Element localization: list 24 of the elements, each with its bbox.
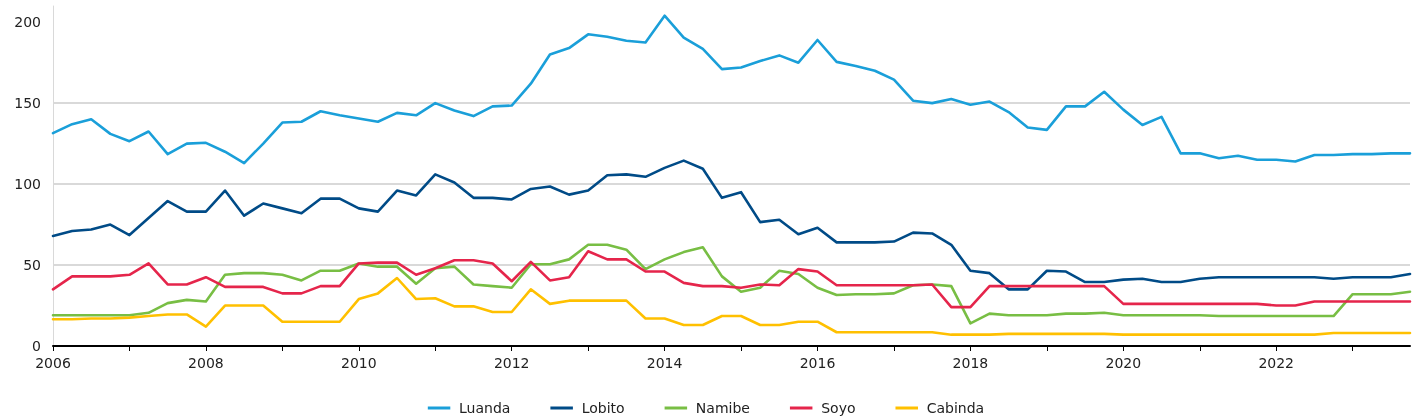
y-tick-label: 200 [14,14,41,31]
x-tick-label: 2010 [340,355,377,371]
line-series [51,243,1412,325]
legend-label: Lobito [581,400,625,416]
legend-label: Cabinda [926,400,985,416]
x-tick-label: 2018 [952,355,989,371]
legend-label: Soyo [821,400,856,416]
x-tick-label: 2012 [493,355,530,371]
x-tick-label: 2016 [799,355,836,371]
y-tick-label: 0 [32,338,41,354]
line-series [51,14,1412,165]
y-tick-label: 100 [14,176,41,193]
y-tick-label: 50 [23,257,41,274]
x-tick-label: 2008 [188,355,224,371]
legend-label: Namibe [695,400,750,416]
x-tick-label: 2020 [1105,355,1142,371]
x-tick-label: 2022 [1258,355,1295,371]
line-series [51,159,1412,291]
y-tick-label: 150 [14,95,41,112]
line-series [51,249,1412,309]
line-series [51,276,1412,336]
legend-label: Luanda [459,400,511,416]
x-tick-label: 2014 [646,355,683,371]
x-tick-label: 2006 [35,355,71,371]
